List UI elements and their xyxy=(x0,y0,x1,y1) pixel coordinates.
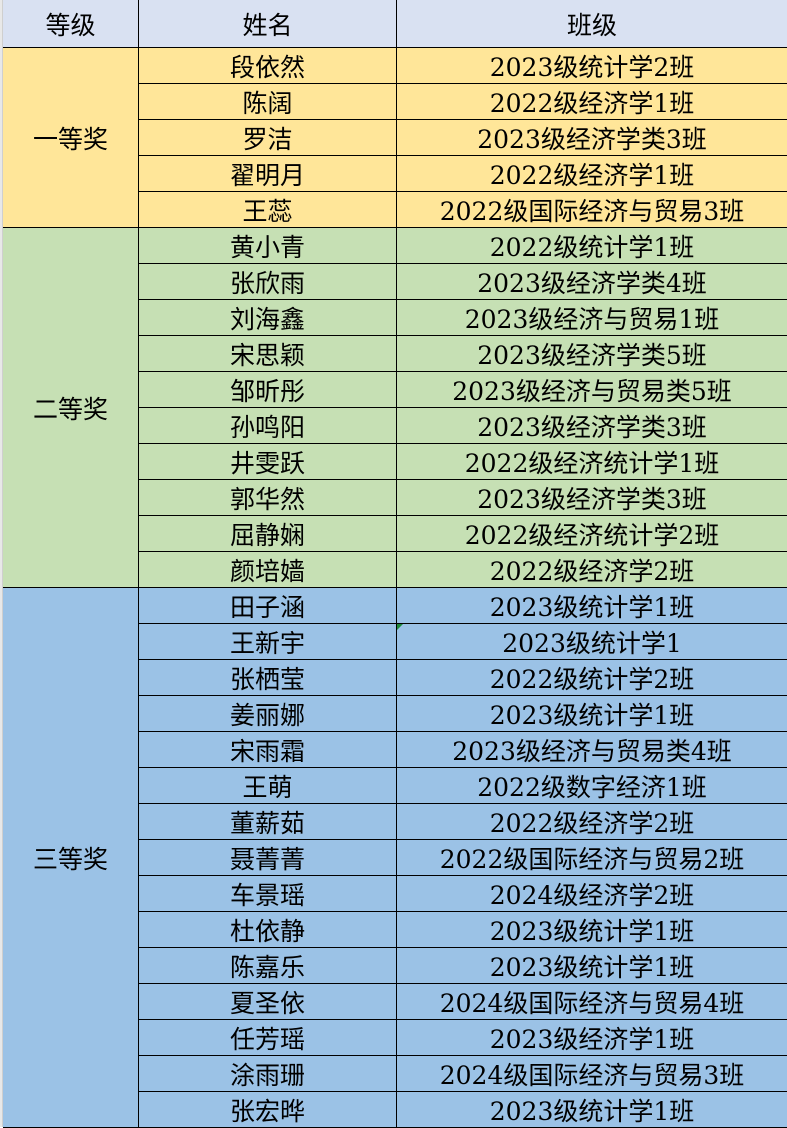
class-cell[interactable]: 2023级统计学1 xyxy=(397,624,787,660)
name-cell[interactable]: 段依然 xyxy=(139,48,397,84)
name-cell[interactable]: 邹昕彤 xyxy=(139,372,397,408)
award-level-cell[interactable]: 一等奖 xyxy=(3,48,139,228)
name-cell[interactable]: 刘海鑫 xyxy=(139,300,397,336)
class-cell[interactable]: 2022级经济统计学2班 xyxy=(397,516,787,552)
class-cell[interactable]: 2023级经济学类4班 xyxy=(397,264,787,300)
header-level[interactable]: 等级 xyxy=(3,0,139,48)
name-cell[interactable]: 井雯跃 xyxy=(139,444,397,480)
name-cell[interactable]: 张栖莹 xyxy=(139,660,397,696)
class-cell[interactable]: 2022级经济统计学1班 xyxy=(397,444,787,480)
class-cell[interactable]: 2023级经济学类5班 xyxy=(397,336,787,372)
class-cell[interactable]: 2023级经济学类3班 xyxy=(397,120,787,156)
name-cell[interactable]: 翟明月 xyxy=(139,156,397,192)
award-level-cell[interactable]: 三等奖 xyxy=(3,588,139,1128)
class-cell[interactable]: 2024级国际经济与贸易3班 xyxy=(397,1056,787,1092)
header-class[interactable]: 班级 xyxy=(397,0,787,48)
class-cell[interactable]: 2022级数字经济1班 xyxy=(397,768,787,804)
class-cell[interactable]: 2022级统计学2班 xyxy=(397,660,787,696)
class-cell[interactable]: 2022级经济学2班 xyxy=(397,804,787,840)
name-cell[interactable]: 屈静娴 xyxy=(139,516,397,552)
class-cell[interactable]: 2024级经济学2班 xyxy=(397,876,787,912)
class-cell[interactable]: 2022级国际经济与贸易2班 xyxy=(397,840,787,876)
name-cell[interactable]: 宋雨霜 xyxy=(139,732,397,768)
name-cell[interactable]: 陈阔 xyxy=(139,84,397,120)
class-cell[interactable]: 2023级统计学1班 xyxy=(397,696,787,732)
award-level-cell[interactable]: 二等奖 xyxy=(3,228,139,588)
class-cell[interactable]: 2022级经济学1班 xyxy=(397,156,787,192)
name-cell[interactable]: 聂菁菁 xyxy=(139,840,397,876)
name-cell[interactable]: 颜培嫱 xyxy=(139,552,397,588)
name-cell[interactable]: 王蕊 xyxy=(139,192,397,228)
name-cell[interactable]: 宋思颖 xyxy=(139,336,397,372)
name-cell[interactable]: 张宏晔 xyxy=(139,1092,397,1128)
class-cell[interactable]: 2023级经济学类3班 xyxy=(397,480,787,516)
class-cell[interactable]: 2023级统计学1班 xyxy=(397,1092,787,1128)
name-cell[interactable]: 王新宇 xyxy=(139,624,397,660)
name-cell[interactable]: 郭华然 xyxy=(139,480,397,516)
class-cell[interactable]: 2023级统计学1班 xyxy=(397,948,787,984)
class-cell[interactable]: 2022级经济学1班 xyxy=(397,84,787,120)
name-cell[interactable]: 田子涵 xyxy=(139,588,397,624)
class-cell[interactable]: 2022级经济学2班 xyxy=(397,552,787,588)
name-cell[interactable]: 张欣雨 xyxy=(139,264,397,300)
name-cell[interactable]: 车景瑶 xyxy=(139,876,397,912)
name-cell[interactable]: 董薪茹 xyxy=(139,804,397,840)
class-cell[interactable]: 2023级经济与贸易类5班 xyxy=(397,372,787,408)
class-cell[interactable]: 2023级统计学1班 xyxy=(397,912,787,948)
error-indicator-icon[interactable] xyxy=(397,624,403,630)
name-cell[interactable]: 孙鸣阳 xyxy=(139,408,397,444)
class-cell[interactable]: 2023级统计学2班 xyxy=(397,48,787,84)
name-cell[interactable]: 夏圣依 xyxy=(139,984,397,1020)
class-cell[interactable]: 2023级经济与贸易类4班 xyxy=(397,732,787,768)
class-cell[interactable]: 2023级经济学类3班 xyxy=(397,408,787,444)
class-cell[interactable]: 2023级经济学1班 xyxy=(397,1020,787,1056)
spreadsheet-table: 等级 姓名 班级 一等奖 段依然 2023级统计学2班 陈阔 2022级经济学1班 罗洁 2… xyxy=(3,0,787,1128)
class-cell[interactable]: 2023级统计学1班 xyxy=(397,588,787,624)
name-cell[interactable]: 罗洁 xyxy=(139,120,397,156)
header-name[interactable]: 姓名 xyxy=(139,0,397,48)
name-cell[interactable]: 黄小青 xyxy=(139,228,397,264)
name-cell[interactable]: 任芳瑶 xyxy=(139,1020,397,1056)
name-cell[interactable]: 姜丽娜 xyxy=(139,696,397,732)
name-cell[interactable]: 涂雨珊 xyxy=(139,1056,397,1092)
class-cell[interactable]: 2024级国际经济与贸易4班 xyxy=(397,984,787,1020)
class-cell[interactable]: 2023级经济与贸易1班 xyxy=(397,300,787,336)
class-cell[interactable]: 2022级统计学1班 xyxy=(397,228,787,264)
name-cell[interactable]: 王萌 xyxy=(139,768,397,804)
class-cell[interactable]: 2022级国际经济与贸易3班 xyxy=(397,192,787,228)
name-cell[interactable]: 陈嘉乐 xyxy=(139,948,397,984)
name-cell[interactable]: 杜依静 xyxy=(139,912,397,948)
row-header-gutter xyxy=(0,0,3,1127)
